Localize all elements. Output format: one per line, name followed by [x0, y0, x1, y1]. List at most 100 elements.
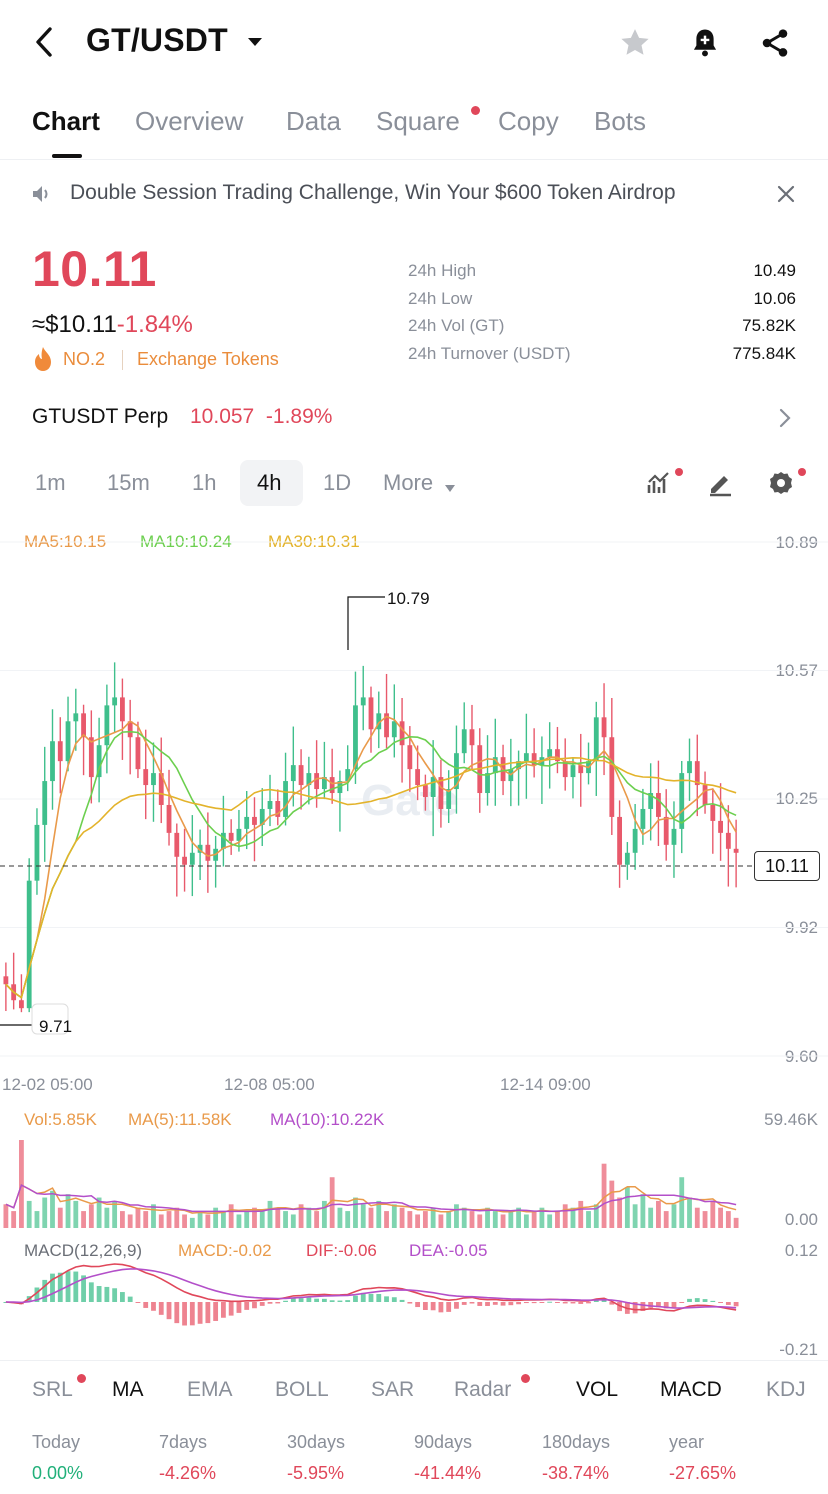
tab-overview[interactable]: Overview [135, 106, 244, 136]
category-label[interactable]: Exchange Tokens [137, 349, 279, 369]
tab-square[interactable]: Square [376, 106, 460, 136]
macd-bar [632, 1302, 638, 1314]
macd-bar [259, 1302, 265, 1306]
tab-data[interactable]: Data [286, 106, 341, 136]
chevron-right-icon[interactable] [778, 408, 792, 433]
x-tick-3: 12-14 09:00 [500, 1075, 591, 1094]
volume-bar [57, 1207, 63, 1228]
volume-bar [407, 1211, 413, 1228]
banner-close-button[interactable] [770, 178, 802, 210]
indicator-radar[interactable]: Radar [454, 1378, 512, 1401]
volume-bar [189, 1217, 195, 1228]
speaker-icon [30, 183, 54, 210]
interval-1h[interactable]: 1h [192, 470, 217, 495]
perp-name[interactable]: GTUSDT Perp [32, 405, 169, 428]
macd-bar [73, 1271, 79, 1302]
volume-bar [562, 1204, 568, 1228]
candle-body [430, 777, 436, 798]
candle-body [617, 816, 622, 865]
macd-bar [189, 1302, 195, 1326]
pair-dropdown-button[interactable] [242, 28, 268, 56]
candle-body [407, 745, 413, 770]
interval-1d[interactable]: 1D [323, 470, 352, 495]
interval-4h[interactable]: 4h [257, 470, 282, 495]
tab-copy[interactable]: Copy [498, 106, 559, 136]
dea-legend: DEA:-0.05 [409, 1241, 488, 1260]
volume-bar [81, 1211, 86, 1228]
low-marker-label: 9.71 [39, 1017, 72, 1036]
candle-body [485, 773, 490, 794]
indicator-chart-icon [647, 472, 669, 493]
volume-bar [259, 1211, 265, 1228]
candle-body [34, 824, 40, 881]
indicator-boll[interactable]: BOLL [275, 1378, 329, 1401]
macd-bar [151, 1302, 156, 1311]
interval-1m[interactable]: 1m [35, 470, 66, 495]
indicator-vol[interactable]: VOL [576, 1378, 619, 1401]
candle-body [702, 785, 708, 805]
macd-bar [96, 1286, 102, 1302]
ma30-line [5, 756, 737, 999]
macd-bar [42, 1279, 48, 1302]
macd-bar [430, 1302, 436, 1311]
ma5-line [5, 715, 737, 999]
candle-body [523, 753, 529, 762]
indicator-sar[interactable]: SAR [371, 1378, 415, 1401]
candle-body [531, 753, 537, 766]
macd-bar [438, 1302, 444, 1313]
volume-bar [663, 1211, 669, 1228]
perp-change: -1.89% [265, 405, 333, 428]
indicator-ema[interactable]: EMA [187, 1378, 233, 1401]
candle-body [687, 761, 692, 774]
indicator-macd[interactable]: MACD [660, 1378, 722, 1401]
volume-bar [640, 1194, 646, 1228]
back-button[interactable] [24, 22, 64, 62]
volume-bar [306, 1207, 312, 1228]
candle-body [236, 828, 242, 841]
macd-bar [422, 1302, 428, 1311]
volume-bar [601, 1163, 607, 1228]
tab-bots[interactable]: Bots [594, 106, 647, 136]
macd-bar [34, 1287, 40, 1302]
dif-legend: DIF:-0.06 [306, 1241, 377, 1260]
volume-bar [197, 1211, 203, 1228]
interval-15m[interactable]: 15m [107, 470, 150, 495]
volume-bar [725, 1211, 731, 1228]
macd-bar [710, 1300, 716, 1302]
volume-chart[interactable] [0, 1132, 828, 1232]
price-alert-button[interactable] [684, 22, 726, 64]
indicator-srl[interactable]: SRL [32, 1378, 73, 1401]
volume-bar [345, 1211, 351, 1228]
period-label-180d: 180days [542, 1432, 611, 1452]
interval-more[interactable]: More [383, 470, 434, 495]
period-value-today: 0.00% [32, 1463, 84, 1483]
pair-title[interactable]: GT/USDT [86, 22, 228, 58]
draw-tool-button[interactable] [703, 466, 737, 500]
favorite-button[interactable] [614, 22, 656, 64]
candle-body [174, 832, 180, 857]
macd-bar [275, 1302, 281, 1304]
indicator-ma[interactable]: MA [112, 1378, 144, 1401]
macd-chart[interactable] [0, 1262, 828, 1358]
volume-bar [275, 1207, 281, 1228]
indicators-badge [675, 468, 683, 476]
volume-bar [539, 1207, 545, 1228]
macd-bar [88, 1282, 94, 1302]
macd-bar [329, 1300, 335, 1302]
candlestick-chart[interactable]: Gate 10.79 9.71 12-02 05:00 12-08 05:00 … [0, 520, 828, 1100]
share-button[interactable] [754, 22, 796, 64]
rank-label[interactable]: NO.2 [63, 349, 106, 369]
announcement-banner[interactable]: Double Session Trading Challenge, Win Yo… [70, 181, 676, 204]
macd-bar [679, 1302, 685, 1303]
volume-bar [399, 1207, 405, 1228]
volume-bar [174, 1207, 180, 1228]
chart-settings-button[interactable] [764, 466, 798, 500]
volume-bar [718, 1207, 723, 1228]
candle-body [593, 717, 599, 762]
indicator-kdj[interactable]: KDJ [766, 1378, 806, 1401]
volume-bar [244, 1211, 250, 1228]
candle-body [601, 717, 607, 738]
candle-body [609, 737, 615, 817]
indicators-button[interactable] [643, 466, 677, 500]
tab-chart[interactable]: Chart [32, 106, 100, 136]
